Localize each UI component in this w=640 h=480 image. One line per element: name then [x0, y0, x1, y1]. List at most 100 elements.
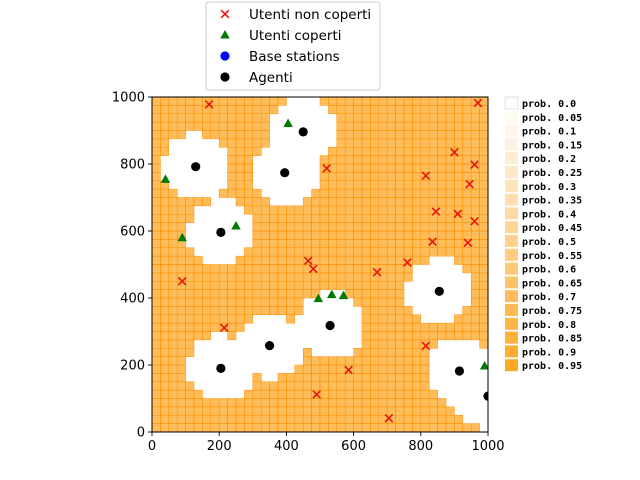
- heatmap-cell: [403, 247, 413, 257]
- heatmap-cell: [319, 373, 329, 382]
- prob-legend-swatch: [505, 331, 518, 344]
- heatmap-cell: [277, 222, 287, 232]
- heatmap-cell: [462, 222, 472, 232]
- heatmap-cell: [302, 406, 312, 416]
- heatmap-cell: [370, 398, 380, 408]
- heatmap-cell: [193, 297, 203, 307]
- heatmap-cell: [235, 314, 245, 324]
- heatmap-cell: [210, 415, 220, 424]
- heatmap-cell: [218, 415, 228, 424]
- heatmap-cell: [168, 364, 178, 374]
- heatmap-cell: [202, 272, 212, 282]
- heatmap-cell: [160, 121, 170, 131]
- heatmap-cell: [428, 147, 438, 156]
- heatmap-cell: [454, 247, 464, 257]
- heatmap-cell: [185, 415, 195, 424]
- heatmap-cell: [328, 255, 338, 265]
- marker-stroke: [384, 413, 394, 423]
- heatmap-cell: [353, 121, 363, 131]
- heatmap-cell: [437, 105, 447, 114]
- prob-legend-label: prob. 0.2: [522, 154, 576, 165]
- prob-legend-swatch: [505, 235, 518, 247]
- heatmap-cell: [437, 205, 447, 215]
- legend-frame: [205, 1, 381, 91]
- heatmap-cell: [428, 247, 438, 257]
- heatmap-cell: [311, 205, 321, 215]
- heatmap-cell: [227, 138, 237, 148]
- heatmap-cell: [370, 155, 380, 165]
- heatmap-cell: [370, 205, 380, 215]
- heatmap-cell: [437, 130, 447, 140]
- heatmap-cell: [420, 247, 430, 257]
- marker-stroke: [344, 365, 353, 375]
- heatmap-cell: [378, 222, 388, 232]
- x-tick-label: 200: [207, 439, 232, 454]
- agent-marker: [216, 227, 226, 237]
- heatmap-cell: [302, 364, 312, 374]
- heatmap-cell: [260, 197, 270, 207]
- heatmap-cell: [479, 255, 488, 265]
- heatmap-cell: [218, 105, 228, 114]
- heatmap-cell: [152, 289, 161, 299]
- heatmap-cell: [353, 205, 363, 215]
- heatmap-cell: [386, 121, 396, 131]
- heatmap-cell: [260, 289, 270, 299]
- heatmap-cell: [403, 239, 413, 248]
- heatmap-cell: [269, 381, 279, 391]
- heatmap-cell: [168, 373, 178, 382]
- heatmap-cell: [252, 97, 262, 106]
- heatmap-cell: [378, 331, 388, 341]
- heatmap-cell: [152, 239, 161, 248]
- heatmap-cell: [386, 406, 396, 416]
- heatmap-cell: [328, 155, 338, 165]
- heatmap-cell: [353, 415, 363, 424]
- heatmap-cell: [386, 373, 396, 382]
- heatmap-cell: [168, 247, 178, 257]
- heatmap-cell: [160, 314, 170, 324]
- heatmap-cell: [462, 172, 472, 181]
- heatmap-cell: [428, 322, 438, 332]
- heatmap-cell: [185, 197, 195, 207]
- heatmap-cell: [227, 297, 237, 307]
- heatmap-cell: [370, 172, 380, 181]
- heatmap-cell: [344, 188, 354, 198]
- heatmap-cell: [454, 172, 464, 181]
- agent-marker: [483, 391, 488, 401]
- heatmap-cell: [378, 113, 388, 123]
- heatmap-cell: [412, 121, 422, 131]
- heatmap-cell: [202, 406, 212, 416]
- heatmap-cell: [370, 314, 380, 324]
- legend-marker-uncovered: [220, 9, 230, 19]
- heatmap-cell: [344, 423, 354, 432]
- heatmap-cell: [286, 205, 296, 215]
- heatmap-cell: [386, 180, 396, 190]
- heatmap-cell: [328, 239, 338, 248]
- heatmap-cell: [160, 406, 170, 416]
- heatmap-cell: [168, 97, 178, 106]
- heatmap-cell: [328, 364, 338, 374]
- prob-legend-swatch: [505, 110, 518, 123]
- heatmap-cell: [160, 389, 170, 399]
- heatmap-cell: [210, 406, 220, 416]
- heatmap-cell: [193, 281, 203, 290]
- heatmap-cell: [152, 255, 161, 265]
- heatmap-cell: [412, 314, 422, 324]
- heatmap-cell: [311, 356, 321, 366]
- heatmap-cell: [470, 306, 480, 315]
- heatmap-cell: [176, 423, 186, 432]
- heatmap-cell: [328, 281, 338, 290]
- heatmap-cell: [437, 180, 447, 190]
- covered-user-marker: [231, 220, 241, 230]
- heatmap-cell: [227, 180, 237, 190]
- heatmap-cell: [370, 214, 380, 223]
- heatmap-cell: [227, 415, 237, 424]
- heatmap-cell: [202, 398, 212, 408]
- uncovered-user-marker: [303, 256, 313, 266]
- heatmap-cell: [361, 331, 371, 341]
- heatmap-cell: [319, 364, 329, 374]
- heatmap-cell: [269, 97, 279, 106]
- heatmap-cell: [412, 163, 422, 173]
- heatmap-cell: [454, 130, 464, 140]
- heatmap-cell: [386, 398, 396, 408]
- heatmap-cell: [328, 188, 338, 198]
